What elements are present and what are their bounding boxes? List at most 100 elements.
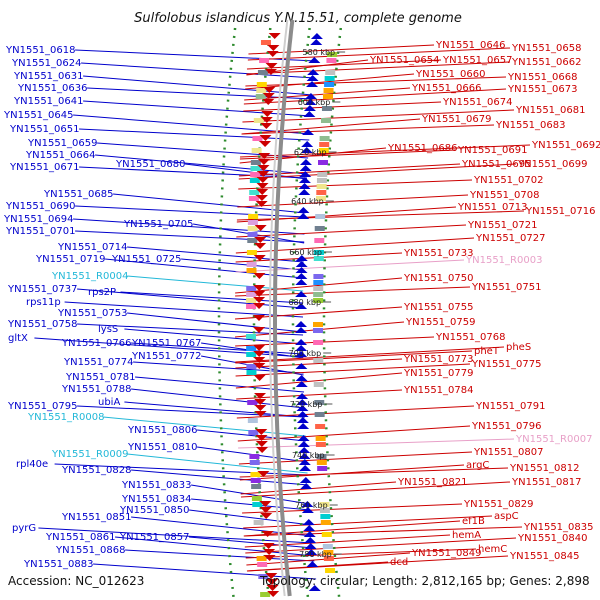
gene-label: YN1551_0721 [467,220,538,231]
leader-line [243,526,523,537]
backbone-inner-arc [269,19,289,597]
gene-label: YN1551_0807 [473,447,544,458]
feature-block [327,52,338,57]
kbp-ticks: 580 kbp 600 kbp 620 kbp 640 kbp 660 kbp 680 k… [288,48,346,559]
reverse-gene-arrow [253,303,266,309]
leader-line [191,498,311,511]
feature-block [246,370,257,375]
forward-gene-arrow [308,57,321,63]
forward-gene-arrow [305,549,318,555]
forward-gene-arrow [295,279,308,285]
reverse-gene-arrow [257,159,270,165]
forward-gene-arrow [306,561,319,567]
reverse-gene-arrow [253,315,266,321]
forward-gene-arrow [295,291,308,297]
reverse-gene-arrow [254,399,267,405]
gene-label: YN1551_0631 [13,71,84,82]
feature-block [315,436,326,441]
gene-label: ubiA [98,397,120,408]
gene-label: YN1551_0766 [61,338,132,349]
reverse-gene-arrow [253,255,266,261]
feature-block [318,160,329,165]
feature-block [246,304,257,309]
reverse-gene-arrow [264,69,277,75]
feature-block [247,232,258,237]
gene-label: YN1551_0751 [471,282,542,293]
reverse-gene-arrow [255,201,268,207]
forward-gene-arrow [298,177,311,183]
feature-block [323,550,334,555]
feature-block [250,166,261,171]
feature-block [325,70,336,75]
gene-label: YN1551_0781 [65,372,136,383]
reverse-gene-arrow [263,555,276,561]
leader-line [245,73,415,90]
gene-label: YN1551_0699 [517,159,588,170]
feature-block [313,292,324,297]
gene-label: YN1551_0683 [495,120,566,131]
gene-label: YN1551_0857 [119,532,190,543]
feature-block [246,364,257,369]
gene-label: YN1551_0668 [507,72,578,83]
leader-line [235,277,403,294]
leader-line [125,549,315,562]
leader-line [38,527,313,544]
feature-block [324,76,335,81]
backbone-outer-arc [273,19,295,597]
forward-gene-arrow [304,537,317,543]
gene-label: YN1551_0784 [403,385,474,396]
gene-label: YN1551_0727 [475,233,546,244]
reverse-gene-arrow [253,351,266,357]
gene-label: YN1551_0755 [403,302,474,313]
leader-line [239,467,509,478]
feature-block [322,94,333,99]
gene-label: YN1551_R0004 [51,271,128,282]
forward-gene-arrow [301,507,314,513]
feature-block [313,256,324,261]
forward-gene-arrow [310,33,323,39]
leader-line [189,509,312,526]
feature-block [247,220,258,225]
gene-label: YN1551_0835 [523,522,594,533]
forward-gene-arrow [303,105,316,111]
reverse-gene-arrow [253,357,266,363]
leader-line [181,258,304,271]
gene-label: YN1551_0868 [55,545,126,556]
feature-block [248,430,259,435]
reverse-gene-arrow [262,93,275,99]
leader-line [236,389,403,400]
leader-line [246,59,442,70]
gene-label: rps11p [26,297,61,308]
kbp-tick-label: 680 kbp [288,298,321,307]
gene-label: hemC [478,544,507,555]
reverse-gene-arrow [256,447,269,453]
forward-gene-arrow [298,183,311,189]
kbp-tick-label: 600 kbp [298,98,331,107]
gene-label: YN1551_0658 [511,43,582,54]
gene-label: YN1551_0654 [369,55,440,66]
reverse-gene-arrow [259,141,272,147]
leader-line [189,536,314,549]
gene-label: YN1551_0716 [525,206,596,217]
reverse-gene-arrow [263,87,276,93]
leader-line [242,503,463,514]
reverse-gene-arrow [262,543,275,549]
gene-label: YN1551_0624 [11,58,82,69]
gene-label: dcd [390,557,408,568]
leader-line [75,49,317,62]
gene-label: YN1551_0713 [457,202,528,213]
reverse-gene-arrow [255,441,268,447]
feature-block [313,280,324,285]
feature-block [322,544,333,549]
forward-gene-arrow [296,411,309,417]
gene-label: YN1551_0821 [397,477,468,488]
reverse-gene-arrow [254,393,267,399]
feature-block [253,520,264,525]
reverse-gene-arrow [266,585,279,591]
feature-block [256,82,267,87]
gene-label: YN1551_0791 [475,401,546,412]
forward-gene-arrow [303,531,316,537]
feature-block [248,196,259,201]
reverse-gene-arrow [256,177,269,183]
gene-label: gltX [8,333,28,344]
